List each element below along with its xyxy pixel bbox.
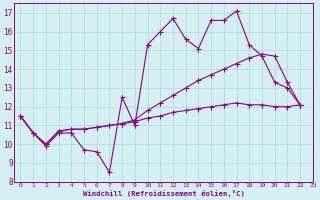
X-axis label: Windchill (Refroidissement éolien,°C): Windchill (Refroidissement éolien,°C) xyxy=(83,190,244,197)
